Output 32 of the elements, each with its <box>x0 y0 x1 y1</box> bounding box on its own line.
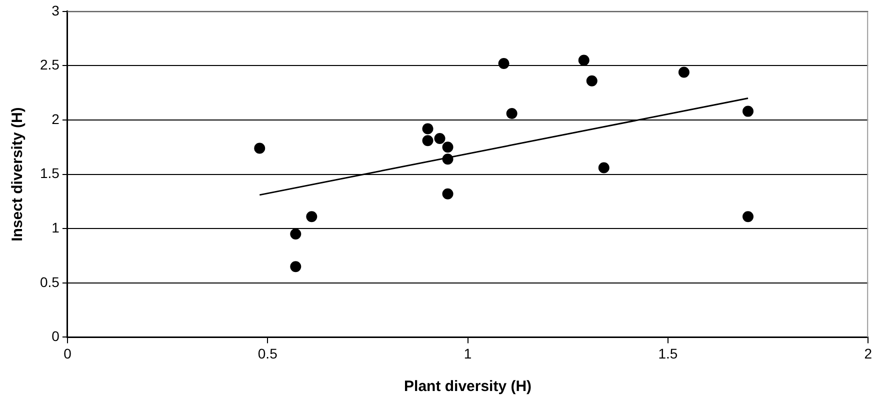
point <box>678 66 690 78</box>
x-tick-label: 1 <box>464 345 472 362</box>
point <box>254 142 266 154</box>
x-tick-label: 1.5 <box>658 345 678 362</box>
point <box>442 188 454 200</box>
point <box>422 135 434 146</box>
point <box>506 108 518 119</box>
point <box>422 123 434 134</box>
point <box>290 228 302 240</box>
y-tick-label: 2 <box>52 110 60 127</box>
point <box>498 58 510 70</box>
y-tick-label: 0.5 <box>40 274 60 290</box>
point <box>586 75 598 86</box>
y-axis-title: Insect diversity (H) <box>9 107 26 242</box>
point <box>742 211 754 222</box>
point <box>306 211 318 222</box>
y-tick-label: 1 <box>52 219 60 236</box>
point <box>442 154 454 165</box>
point <box>598 162 610 174</box>
x-tick-label: 0 <box>64 345 72 362</box>
point <box>290 261 302 272</box>
y-tick-label: 2.5 <box>40 56 60 73</box>
y-tick-label: 1.5 <box>40 165 60 182</box>
point <box>442 142 454 153</box>
x-axis-title: Plant diversity (H) <box>404 378 532 396</box>
x-tick-label: 0.5 <box>258 345 278 362</box>
point <box>578 54 590 66</box>
y-tick-label: 3 <box>52 2 60 18</box>
point <box>742 106 754 117</box>
x-tick-label: 2 <box>864 345 872 362</box>
y-tick-label: 0 <box>52 328 60 344</box>
point <box>434 132 446 144</box>
